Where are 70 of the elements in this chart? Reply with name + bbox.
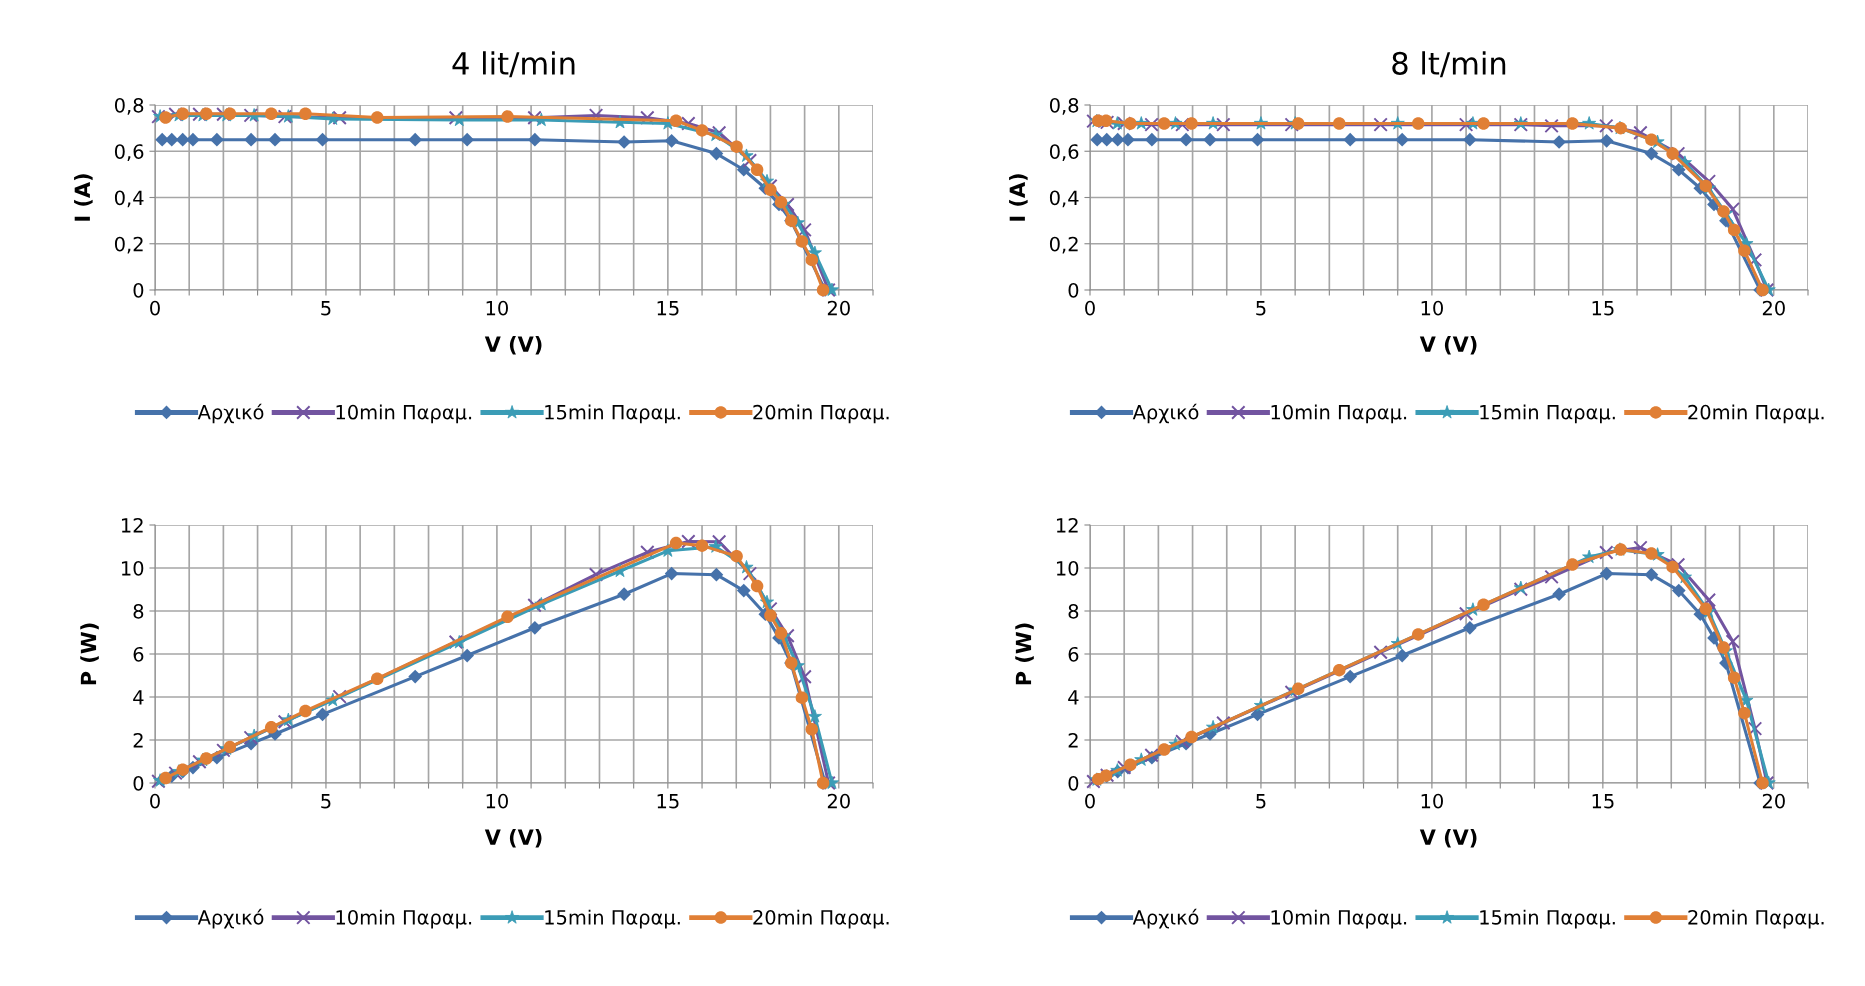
y-tick-label: 10 — [121, 560, 144, 576]
legend-label: 20min Παραμ. — [753, 404, 889, 424]
x-tick-label: 20 — [1762, 300, 1785, 316]
y-tick-label: 0,6 — [114, 144, 144, 161]
y-tick-label: 12 — [1056, 517, 1078, 533]
y-tick-label: 4 — [1068, 690, 1079, 705]
x-tick-label: 5 — [1256, 794, 1266, 809]
x-tick-label: 0 — [150, 793, 160, 809]
x-tick-label: 15 — [1592, 794, 1614, 809]
legend-label: Αρχικό — [197, 403, 264, 424]
legend-label: 20min Παραμ. — [1688, 404, 1824, 424]
y-tick-label: 2 — [1068, 732, 1078, 748]
legend-label: 20min Παραμ. — [753, 909, 889, 929]
chart-title: 8 lt/min — [1392, 51, 1506, 78]
y-tick-label: 0,8 — [114, 97, 144, 115]
x-axis-title: V (V) — [1419, 335, 1477, 355]
y-axis-title: P (W) — [80, 623, 99, 685]
x-tick-label: 10 — [486, 793, 508, 809]
y-tick-label: 0 — [133, 282, 144, 298]
y-tick-label: 0 — [1068, 282, 1079, 298]
x-tick-label: 10 — [486, 300, 508, 316]
y-tick-label: 0,8 — [1049, 97, 1079, 115]
y-tick-label: 0,6 — [1049, 144, 1079, 161]
x-tick-label: 15 — [657, 794, 679, 809]
x-tick-label: 0 — [1085, 793, 1095, 809]
y-tick-label: 6 — [1068, 646, 1079, 662]
x-tick-label: 5 — [1256, 301, 1266, 316]
x-tick-label: 15 — [1592, 301, 1614, 316]
legend-label: Αρχικό — [197, 908, 264, 929]
chart-title: 4 lit/min — [452, 51, 575, 78]
x-tick-label: 10 — [1421, 300, 1443, 316]
x-tick-label: 20 — [827, 300, 850, 316]
x-tick-label: 20 — [1762, 793, 1785, 809]
legend-label: 10min Παραμ. — [1271, 404, 1407, 424]
x-axis-title: V (V) — [484, 335, 542, 355]
legend-label: 10min Παραμ. — [336, 909, 472, 929]
y-tick-label: 4 — [133, 690, 144, 705]
y-tick-label: 6 — [133, 646, 144, 662]
x-tick-label: 0 — [1085, 300, 1095, 316]
y-tick-label: 12 — [121, 517, 143, 533]
y-tick-label: 0 — [1068, 775, 1079, 791]
legend-label: 20min Παραμ. — [1688, 909, 1824, 929]
x-tick-label: 20 — [827, 793, 850, 809]
y-tick-label: 0 — [133, 775, 144, 791]
x-axis-title: V (V) — [484, 828, 542, 848]
y-tick-label: 0,2 — [114, 236, 143, 254]
x-tick-label: 10 — [1421, 793, 1443, 809]
y-axis-title: I (A) — [1009, 174, 1028, 221]
y-tick-label: 8 — [1068, 603, 1079, 619]
x-axis-title: V (V) — [1419, 828, 1477, 848]
y-axis-title: P (W) — [1015, 623, 1034, 685]
x-tick-label: 0 — [150, 300, 160, 316]
legend-label: 10min Παραμ. — [1271, 909, 1407, 929]
y-tick-label: 2 — [133, 732, 143, 748]
y-axis-title: I (A) — [74, 174, 93, 221]
legend-label: 15min Παραμ. — [545, 404, 680, 424]
legend-label: Αρχικό — [1132, 403, 1199, 424]
y-tick-label: 0,4 — [114, 190, 144, 208]
y-tick-label: 8 — [133, 603, 144, 619]
legend-label: 15min Παραμ. — [1480, 404, 1615, 424]
x-tick-label: 15 — [657, 301, 679, 316]
legend-label: 15min Παραμ. — [545, 909, 680, 929]
y-tick-label: 0,4 — [1049, 190, 1079, 208]
x-tick-label: 5 — [321, 794, 331, 809]
y-tick-label: 10 — [1056, 560, 1079, 576]
legend-label: 15min Παραμ. — [1480, 909, 1615, 929]
legend-label: Αρχικό — [1132, 908, 1199, 929]
y-tick-label: 0,2 — [1049, 236, 1078, 254]
legend-label: 10min Παραμ. — [336, 404, 472, 424]
x-tick-label: 5 — [321, 301, 331, 316]
